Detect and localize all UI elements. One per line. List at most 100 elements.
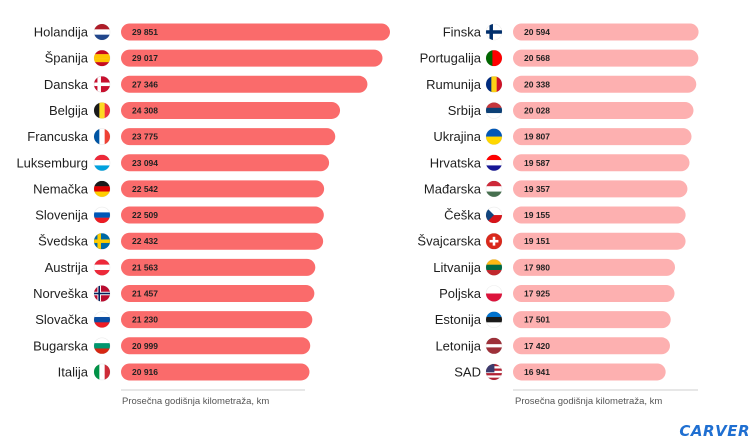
serbia-flag [485,102,503,119]
bar [121,75,368,93]
value-label: 29 017 [132,53,158,63]
bar [121,128,336,146]
bar [513,311,671,329]
country-label: Švedska [38,234,89,249]
germany-flag [93,180,111,198]
country-label: Litvanija [433,260,481,275]
country-label: Norveška [33,286,89,301]
bar [121,49,383,67]
slovenia-flag [93,206,111,224]
bar [121,258,316,276]
value-label: 22 509 [132,210,158,220]
value-label: 17 980 [524,262,550,272]
value-label: 20 999 [132,341,158,351]
bar [121,180,325,198]
value-label: 20 568 [524,53,550,63]
bar [513,101,694,119]
country-label: Letonija [435,338,481,353]
country-label: Portugalija [420,51,482,66]
romania-flag [485,76,503,93]
croatia-flag [485,154,503,172]
spain-flag [93,49,111,67]
value-label: 19 155 [524,210,550,220]
country-label: Estonija [435,312,482,327]
value-label: 17 925 [524,289,550,299]
bar [121,285,315,302]
value-label: 17 420 [524,341,550,351]
value-label: 19 151 [524,236,550,246]
country-label: Bugarska [33,338,89,353]
value-label: 27 346 [132,79,158,89]
value-label: 17 501 [524,315,550,325]
bar [121,23,390,41]
denmark-flag [93,76,111,93]
bar [121,363,310,381]
ukraine-flag [485,128,503,145]
bar [121,232,324,250]
value-label: 19 807 [524,132,550,142]
country-label: Poljska [439,286,482,301]
value-label: 16 941 [524,367,550,377]
netherlands-flag [93,23,111,41]
value-label: 22 542 [132,184,158,194]
country-label: Luksemburg [16,155,88,170]
estonia-flag [485,311,503,328]
luxembourg-flag [93,154,111,172]
country-label: Francuska [27,129,88,144]
value-label: 19 357 [524,184,550,194]
latvia-flag [485,337,503,355]
value-label: 20 028 [524,105,550,115]
portugal-flag [485,49,503,67]
bar [121,311,313,329]
france-flag [93,128,111,145]
country-label: Holandija [34,25,89,40]
finland-flag [485,23,503,41]
brand-logo: CARVER [679,422,750,440]
country-label: Italija [58,364,89,379]
austria-flag [93,259,111,276]
country-label: Španija [45,51,89,66]
bar [513,285,675,302]
value-label: 20 916 [132,367,158,377]
bar [121,206,324,224]
country-label: SAD [454,364,481,379]
bar [513,206,686,224]
x-axis-label: Prosečna godišnja kilometraža, km [122,396,269,407]
czechia-flag [485,206,503,224]
bar [513,23,699,41]
belgium-flag [93,102,111,119]
country-label: Austrija [45,260,89,275]
value-label: 21 563 [132,262,158,272]
country-label: Slovačka [35,312,89,327]
bar [513,180,688,198]
country-label: Slovenija [35,208,89,223]
bar [121,101,341,119]
sweden-flag [93,232,111,250]
value-label: 19 587 [524,158,550,168]
country-label: Švajcarska [417,234,481,249]
country-label: Belgija [49,103,89,118]
usa-flag [485,363,503,381]
country-label: Rumunija [426,77,482,92]
bar [513,363,666,381]
value-label: 21 457 [132,289,158,299]
norway-flag [93,285,111,302]
bar [513,154,690,172]
value-label: 23 094 [132,158,158,168]
bar [513,128,692,146]
value-label: 20 338 [524,79,550,89]
bar [513,258,676,276]
country-label: Danska [44,77,89,92]
value-label: 22 432 [132,236,158,246]
bar [513,232,686,250]
value-label: 20 594 [524,27,550,37]
bar [121,337,311,355]
country-label: Mađarska [424,181,482,196]
value-label: 23 775 [132,132,158,142]
bar [513,337,670,355]
bar [513,49,699,67]
italy-flag [93,363,111,381]
bulgaria-flag [93,337,111,355]
lithuania-flag [485,259,503,276]
